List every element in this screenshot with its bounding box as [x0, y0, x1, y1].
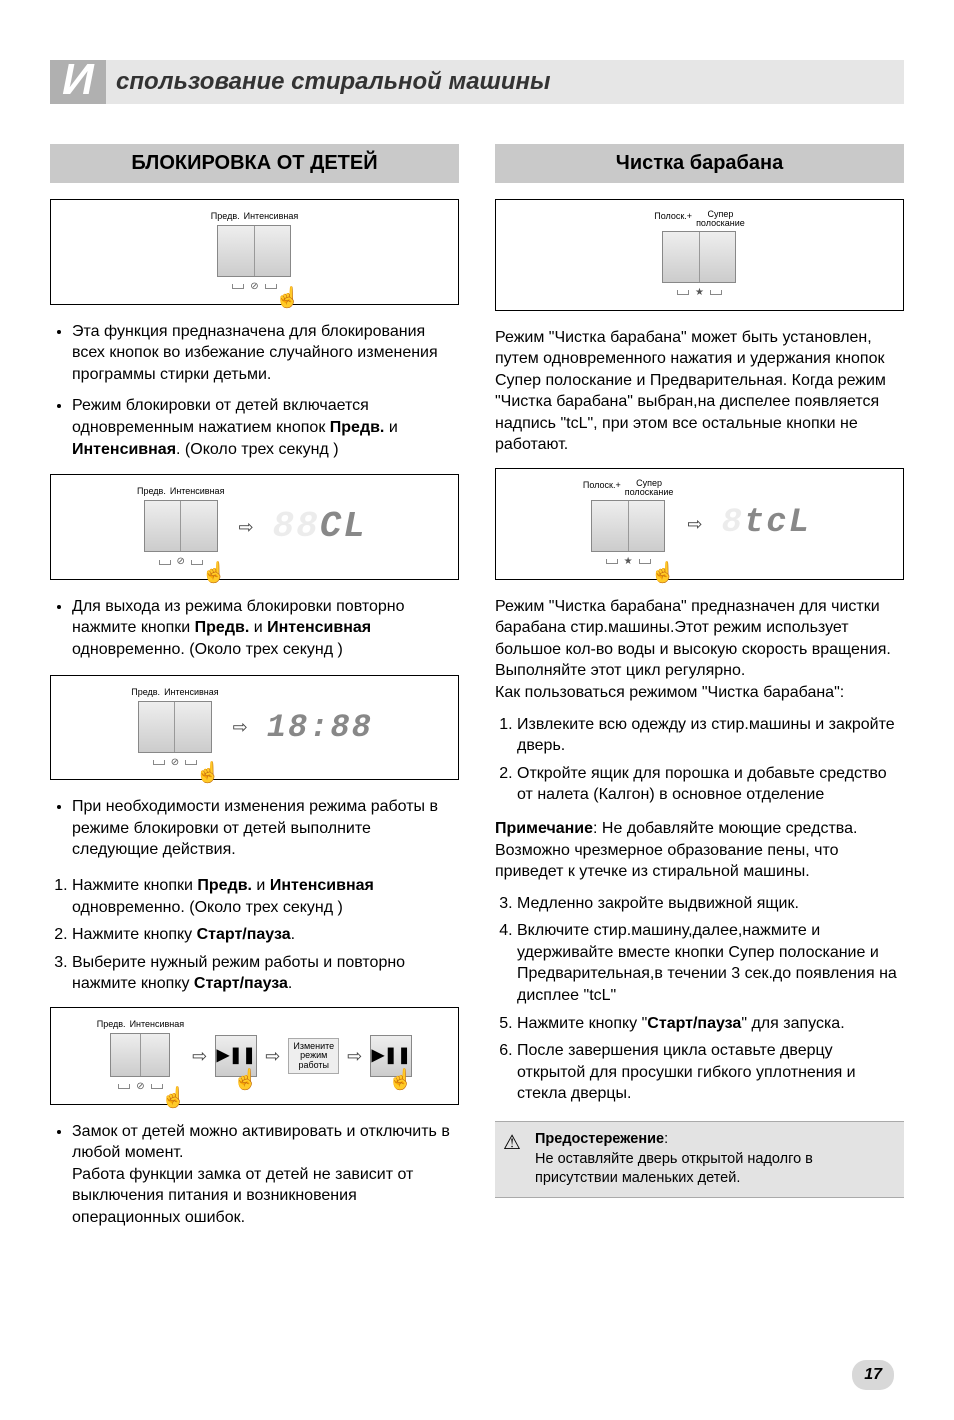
step-1: Нажмите кнопки Предв. и Интенсивная одно…: [72, 875, 459, 918]
para-tub-clean-howset: Режим "Чистка барабана" может быть устан…: [495, 327, 904, 457]
warning-title: Предостережение: [535, 1131, 664, 1147]
arrow-icon: ⇨: [347, 1044, 362, 1068]
para-note: Примечание: Не добавляйте моющие средств…: [495, 818, 904, 883]
page-number: 17: [852, 1360, 894, 1390]
lcd-cl: 88CL: [268, 502, 372, 553]
btn-label-rinse: полоскание: [696, 219, 745, 228]
bullet-lock-persist: Замок от детей можно активировать и откл…: [72, 1121, 459, 1229]
figure-tcl-display: Полоск.+ Суперполоскание ★ ⇨ 8tcL: [495, 468, 904, 580]
btn-label-rinse-plus: Полоск.+: [654, 210, 692, 228]
lcd-tcl: 8tcL: [716, 500, 816, 548]
left-column: БЛОКИРОВКА ОТ ДЕТЕЙ Предв. Интенсивная ⊘…: [50, 144, 459, 1243]
right-step-3: Медленно закройте выдвижной ящик.: [517, 893, 904, 915]
figure-cl-display: Предв. Интенсивная ⊘ ⇨ 88CL: [50, 474, 459, 580]
right-column: Чистка барабана Полоск.+ Суперполоскание…: [495, 144, 904, 1243]
arrow-icon: ⇨: [238, 515, 253, 539]
arrow-icon: ⇨: [233, 715, 248, 739]
bullet-change-mode-intro: При необходимости изменения режима работ…: [72, 796, 459, 861]
star-icon: ★: [695, 286, 704, 300]
arrow-icon: ⇨: [192, 1044, 207, 1068]
right-step-6: После завершения цикла оставьте дверцу о…: [517, 1040, 904, 1105]
bullet-child-lock-purpose: Эта функция предназначена для блокирован…: [72, 321, 459, 386]
step-2: Нажмите кнопку Старт/пауза.: [72, 924, 459, 946]
right-step-4: Включите стир.машину,далее,нажмите и уде…: [517, 920, 904, 1006]
figure-child-lock-buttons: Предв. Интенсивная ⊘: [50, 199, 459, 305]
bullet-child-lock-activate: Режим блокировки от детей включается одн…: [72, 395, 459, 460]
warning-box: ⚠ Предостережение: Не оставляйте дверь о…: [495, 1121, 904, 1198]
title-dropcap: И: [50, 60, 106, 104]
right-step-2: Откройте ящик для порошка и добавьте сре…: [517, 763, 904, 806]
btn-label-predv: Предв.: [211, 210, 240, 222]
start-pause-icon: ▶❚❚: [215, 1035, 257, 1077]
section-header-drum-clean: Чистка барабана: [495, 144, 904, 183]
right-step-1: Извлеките всю одежду из стир.машины и за…: [517, 714, 904, 757]
btn-label-intens: Интенсивная: [244, 210, 299, 222]
arrow-icon: ⇨: [265, 1044, 280, 1068]
lcd-time: 18:88: [262, 705, 378, 750]
section-header-child-lock: БЛОКИРОВКА ОТ ДЕТЕЙ: [50, 144, 459, 183]
arrow-icon: ⇨: [687, 512, 702, 536]
start-pause-icon: ▶❚❚: [370, 1035, 412, 1077]
right-step-5: Нажмите кнопку "Старт/пауза" для запуска…: [517, 1013, 904, 1035]
step-3: Выберите нужный режим работы и повторно …: [72, 952, 459, 995]
page-title-bar: И спользование стиральной машины: [50, 60, 904, 104]
lock-bracket-icon: ⊘: [250, 280, 258, 294]
figure-tub-clean-buttons: Полоск.+ Суперполоскание ★: [495, 199, 904, 311]
title-text: спользование стиральной машины: [106, 60, 904, 104]
figure-time-display: Предв. Интенсивная ⊘ ⇨ 18:88: [50, 675, 459, 781]
warning-icon: ⚠: [503, 1130, 521, 1157]
bullet-child-lock-deactivate: Для выхода из режима блокировки повторно…: [72, 596, 459, 661]
change-mode-label: Измените режим работы: [288, 1038, 339, 1074]
para-tub-clean-purpose: Режим "Чистка барабана" предназначен для…: [495, 596, 904, 704]
figure-change-mode-flow: Предв. Интенсивная ⊘ ⇨ ▶❚❚ ⇨ Измените ре…: [50, 1007, 459, 1105]
